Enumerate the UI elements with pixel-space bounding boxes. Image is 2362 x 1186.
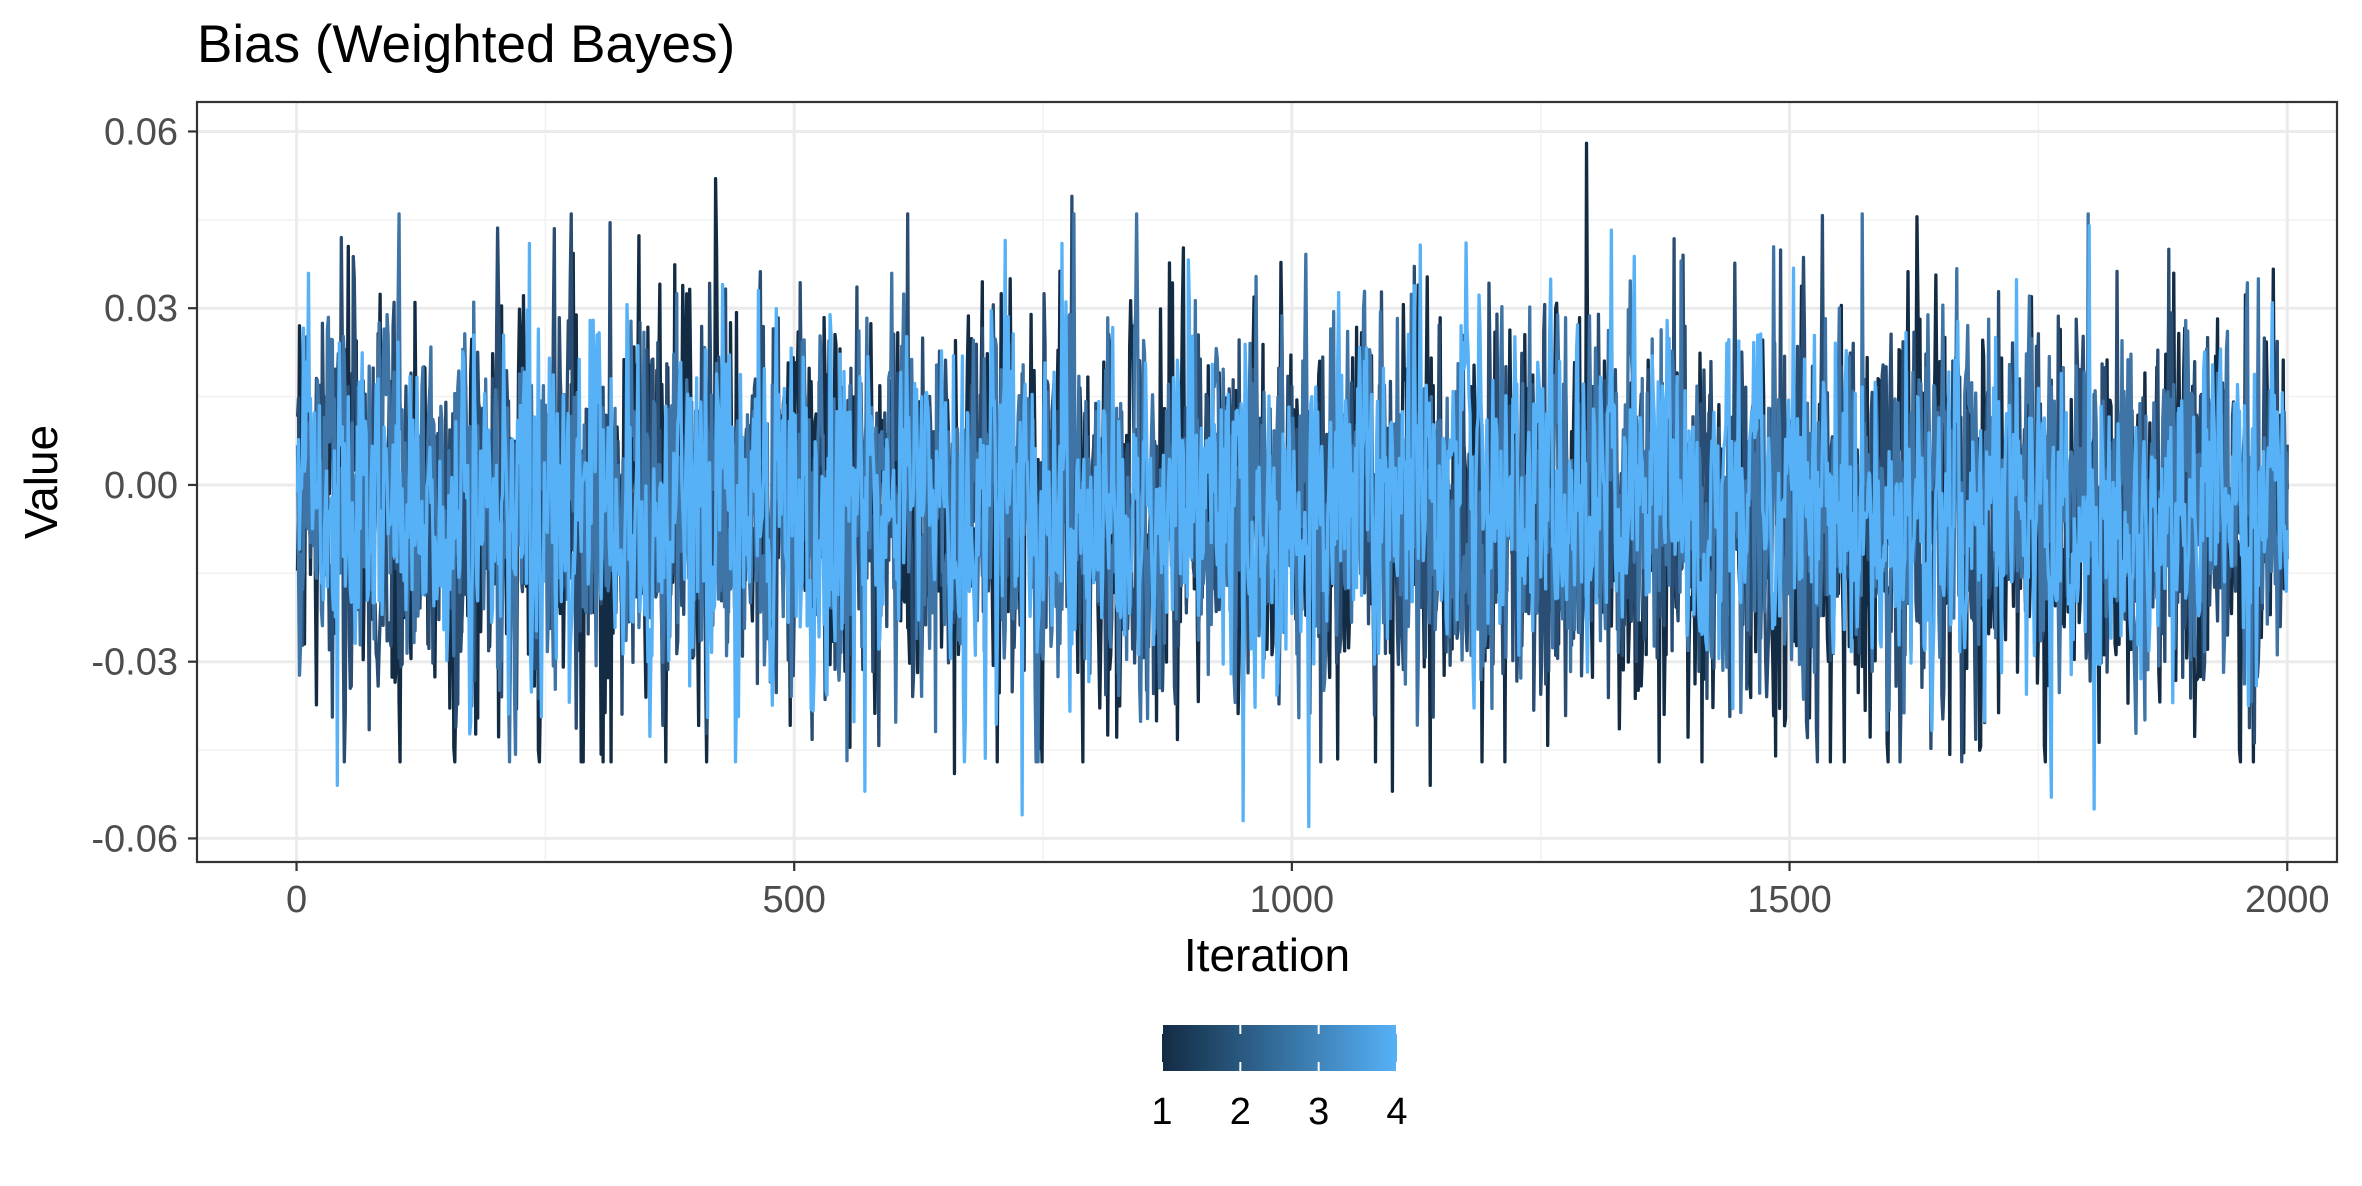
legend-colorbar: 1 2 3 4 [1151,1025,1408,1133]
x-axis-title: Iteration [1184,929,1350,981]
legend-label: 3 [1308,1091,1329,1133]
legend-colorbar-gradient [1162,1025,1397,1071]
legend-label: 1 [1151,1091,1172,1133]
x-tick-label: 2000 [2245,879,2330,921]
x-axis: 0 500 1000 1500 2000 [286,862,2330,921]
x-tick-label: 500 [763,879,826,921]
series-lines [295,141,2289,829]
y-axis-title: Value [15,425,67,539]
x-tick-label: 1500 [1747,879,1832,921]
legend-label: 4 [1386,1091,1407,1133]
series-line-chain-4 [295,224,2289,829]
chart-title: Bias (Weighted Bayes) [197,15,735,74]
legend-label: 2 [1230,1091,1251,1133]
x-tick-label: 0 [286,879,307,921]
y-tick-label: 0.06 [104,111,178,153]
y-tick-label: 0.03 [104,288,178,330]
y-axis: -0.06 -0.03 0.00 0.03 0.06 [91,111,197,860]
x-tick-label: 1000 [1250,879,1335,921]
y-tick-label: -0.03 [91,642,178,684]
y-tick-label: -0.06 [91,818,178,860]
plot-panel-border [195,100,2339,864]
y-tick-label: 0.00 [104,465,178,507]
